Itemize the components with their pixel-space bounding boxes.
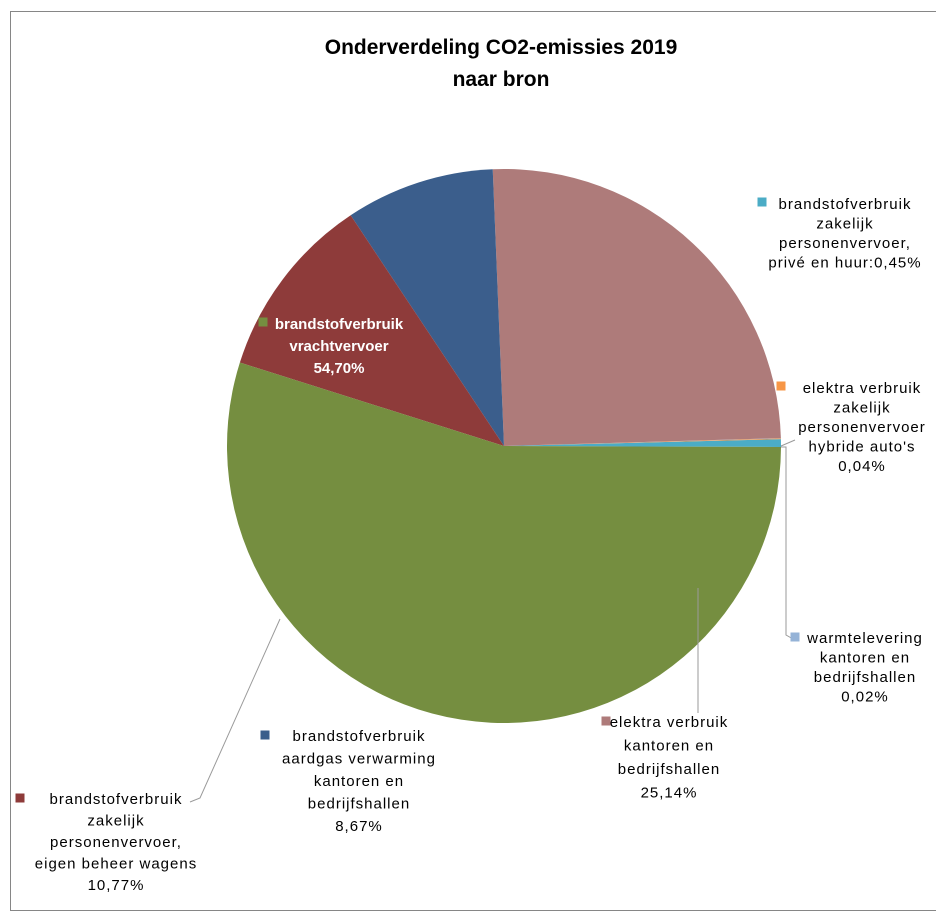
slice-label: brandstofverbruik <box>275 316 404 333</box>
slice-own-fleet-fuel <box>239 215 504 446</box>
slice-heat-supply <box>504 438 781 446</box>
slice-private-rental-fuel <box>504 439 782 447</box>
slice-label: 25,14% <box>641 785 698 802</box>
slice-label: vrachtvervoer <box>289 338 388 355</box>
slice-label: kantoren en <box>820 650 910 667</box>
label-swatch <box>776 381 786 391</box>
slice-label: zakelijk <box>833 400 890 417</box>
slice-label: 8,67% <box>335 818 383 835</box>
slice-label: 10,77% <box>88 877 145 894</box>
leader-line <box>189 618 281 803</box>
slice-label: kantoren en <box>314 773 404 790</box>
label-swatch <box>790 632 800 642</box>
leader-lines <box>189 439 796 803</box>
slice-label: aardgas verwarming <box>282 751 436 768</box>
label-swatch <box>15 793 25 803</box>
slice-label: eigen beheer wagens <box>35 856 197 873</box>
slice-label: hybride auto's <box>809 439 916 456</box>
label-swatch <box>757 197 767 207</box>
slice-label: zakelijk <box>87 813 144 830</box>
leader-line <box>780 439 796 447</box>
slice-labels: brandstofverbruik zakelijk personenvervoer… <box>15 196 926 894</box>
label-swatch <box>258 317 268 327</box>
slice-label: elektra verbruik <box>803 380 922 397</box>
slice-label: 54,70% <box>314 360 365 377</box>
slice-label: 0,04% <box>838 458 886 475</box>
leader-line <box>781 446 794 640</box>
slice-label: personenvervoer <box>798 419 926 436</box>
slice-label: bedrijfshallen <box>618 761 720 778</box>
slice-label: 0,02% <box>841 689 889 706</box>
slice-office-electricity <box>492 169 781 446</box>
chart-title: Onderverdeling CO2-emissies 2019 <box>325 36 678 59</box>
slice-label: personenvervoer, <box>50 834 182 851</box>
slice-label: bedrijfshallen <box>308 796 410 813</box>
slice-freight-fuel <box>227 362 782 723</box>
slice-label: zakelijk <box>816 216 873 233</box>
label-swatch <box>260 730 270 740</box>
slice-label: brandstofverbruik <box>779 196 912 213</box>
slice-label: personenvervoer, <box>779 235 911 252</box>
slice-label: brandstofverbruik <box>50 791 183 808</box>
pie-slices <box>227 169 782 723</box>
slice-label: elektra verbruik <box>610 714 729 731</box>
slice-natural-gas-heating <box>350 169 504 447</box>
label-swatch <box>601 716 611 726</box>
slice-label: bedrijfshallen <box>814 669 916 686</box>
slice-label: warmtelevering <box>806 630 923 647</box>
slice-label: kantoren en <box>624 738 714 755</box>
chart-subtitle: naar bron <box>453 68 550 91</box>
slice-hybrid-electricity <box>504 438 781 446</box>
slice-label: brandstofverbruik <box>293 728 426 745</box>
slice-label: privé en huur:0,45% <box>768 255 921 272</box>
